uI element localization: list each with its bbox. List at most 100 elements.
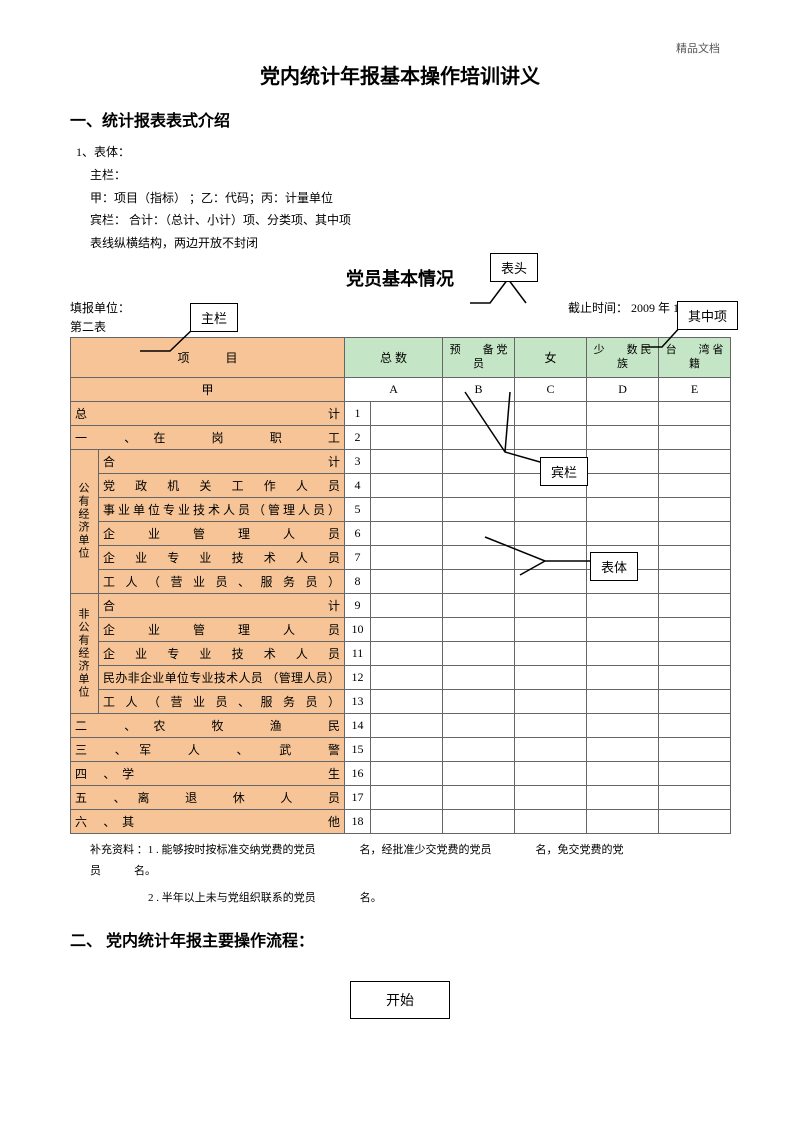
data-cell (587, 593, 659, 617)
main-table: 项 目 总 数 预 备 党 员 女 少 数 民 族 台 湾 省 籍 甲 A B … (70, 337, 731, 834)
data-cell (659, 569, 731, 593)
data-cell (515, 785, 587, 809)
data-cell (371, 569, 443, 593)
row-num: 1 (345, 401, 371, 425)
data-cell (443, 785, 515, 809)
hdr-total: 总 数 (345, 337, 443, 377)
row-num: 18 (345, 809, 371, 833)
row-num: 2 (345, 425, 371, 449)
data-cell (371, 473, 443, 497)
watermark: 精品文档 (676, 40, 720, 56)
data-cell (659, 473, 731, 497)
row-num: 3 (345, 449, 371, 473)
row-label: 合 计 (99, 449, 345, 473)
data-cell (371, 689, 443, 713)
row-label: 企 业 专 业 技 术 人 员 (99, 641, 345, 665)
data-cell (515, 713, 587, 737)
data-cell (443, 737, 515, 761)
data-cell (587, 641, 659, 665)
data-cell (587, 473, 659, 497)
row-label: 工 人 （ 营 业 员 、 服 务 员 ） (99, 689, 345, 713)
data-cell (587, 737, 659, 761)
data-cell (587, 785, 659, 809)
data-cell (587, 497, 659, 521)
data-cell (587, 713, 659, 737)
row-num: 5 (345, 497, 371, 521)
data-cell (659, 617, 731, 641)
data-cell (371, 545, 443, 569)
data-cell (443, 761, 515, 785)
meta-row: 填报单位： 截止时间： 2009 年 12 月 31 日 (70, 299, 730, 316)
row-num: 15 (345, 737, 371, 761)
footnote-l1: 补充资料 ：1 . 能够按时按标准交纳党费的党员 名，经批准少交党费的党员 名，… (90, 840, 730, 861)
callout-biaotou: 表头 (490, 253, 538, 282)
data-cell (659, 689, 731, 713)
data-cell (515, 593, 587, 617)
row-num: 9 (345, 593, 371, 617)
data-cell (371, 449, 443, 473)
row-label: 企 业 专 业 技 术 人 员 (99, 545, 345, 569)
data-cell (659, 665, 731, 689)
row-num: 8 (345, 569, 371, 593)
data-cell (659, 449, 731, 473)
meta-left: 填报单位： (70, 299, 130, 316)
data-cell (443, 665, 515, 689)
data-cell (515, 497, 587, 521)
intro-l3: 甲：项目（指标） ；乙：代码；丙：计量单位 (90, 187, 730, 210)
hdr-prep: 预 备 党 员 (443, 337, 515, 377)
data-cell (371, 593, 443, 617)
row-num: 17 (345, 785, 371, 809)
row-label: 合 计 (99, 593, 345, 617)
table-body: 总 计1一 、在 岗 职 工2公有经济单位合 计3党 政 机 关 工 作 人 员… (71, 401, 731, 833)
row-group: 公有经济单位 (71, 449, 99, 593)
row-label: 二 、农 牧 渔 民 (71, 713, 345, 737)
hdr-d: D (587, 377, 659, 401)
data-cell (659, 809, 731, 833)
row-label: 五 、离 退 休 人 员 (71, 785, 345, 809)
data-cell (443, 641, 515, 665)
footnote: 补充资料 ：1 . 能够按时按标准交纳党费的党员 名，经批准少交党费的党员 名，… (90, 840, 730, 909)
row-label: 企 业 管 理 人 员 (99, 617, 345, 641)
data-cell (443, 617, 515, 641)
data-cell (443, 713, 515, 737)
page-title: 党内统计年报基本操作培训讲义 (70, 60, 730, 89)
row-num: 12 (345, 665, 371, 689)
data-cell (371, 641, 443, 665)
row-label: 民办非企业单位专业技术人员 （管理人员） (99, 665, 345, 689)
row-num: 16 (345, 761, 371, 785)
row-num: 7 (345, 545, 371, 569)
data-cell (443, 593, 515, 617)
data-cell (659, 521, 731, 545)
data-cell (587, 809, 659, 833)
data-cell (587, 449, 659, 473)
row-group: 非公有经济单位 (71, 593, 99, 713)
row-label: 总 计 (71, 401, 345, 425)
data-cell (371, 809, 443, 833)
row-label: 四 、学 生 (71, 761, 345, 785)
hdr-a: A (345, 377, 443, 401)
data-cell (515, 809, 587, 833)
section2-heading: 二、 党内统计年报主要操作流程： (70, 927, 730, 951)
hdr-project: 项 目 (71, 337, 345, 377)
data-cell (515, 641, 587, 665)
row-label: 三 、军 人 、 武 警 (71, 737, 345, 761)
table-subtitle: 党员基本情况 (70, 265, 730, 291)
data-cell (659, 593, 731, 617)
data-cell (587, 521, 659, 545)
row-label: 六 、其 他 (71, 809, 345, 833)
data-cell (515, 737, 587, 761)
data-cell (371, 761, 443, 785)
data-cell (659, 641, 731, 665)
data-cell (371, 785, 443, 809)
data-cell (443, 689, 515, 713)
footnote-l1b: 员 名。 (90, 861, 730, 882)
data-cell (443, 809, 515, 833)
data-cell (659, 737, 731, 761)
data-cell (371, 425, 443, 449)
start-box: 开始 (350, 981, 450, 1019)
intro-l5: 表线纵横结构，两边开放不封闭 (90, 232, 730, 255)
data-cell (587, 689, 659, 713)
data-cell (371, 617, 443, 641)
row-num: 4 (345, 473, 371, 497)
hdr-e: E (659, 377, 731, 401)
